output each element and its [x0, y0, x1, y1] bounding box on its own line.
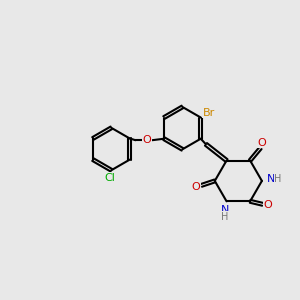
Text: O: O [143, 135, 152, 145]
Text: Cl: Cl [104, 172, 115, 183]
Text: H: H [274, 174, 282, 184]
Text: N: N [221, 205, 229, 214]
Text: O: O [257, 138, 266, 148]
Text: N: N [266, 174, 275, 184]
Text: O: O [263, 200, 272, 210]
Text: Br: Br [203, 108, 215, 118]
Text: O: O [192, 182, 201, 192]
Text: H: H [221, 212, 229, 222]
